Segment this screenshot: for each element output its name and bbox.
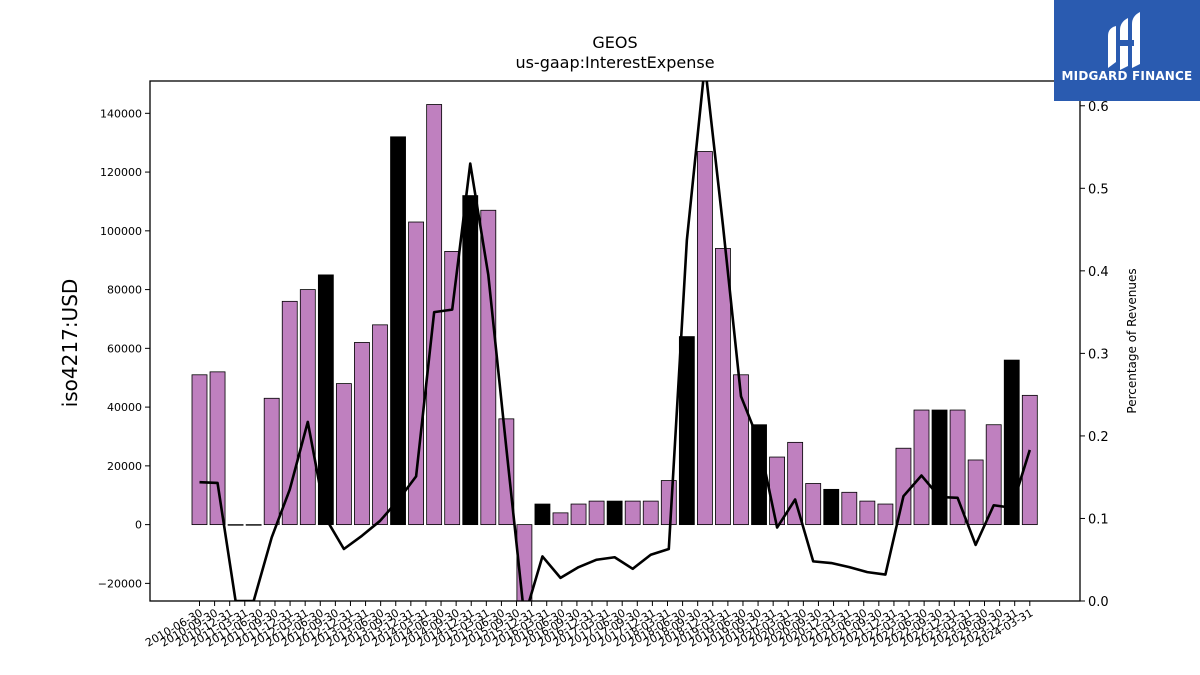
bar — [263, 397, 280, 526]
bar — [895, 447, 912, 526]
y-tick-label: 80000 — [107, 284, 142, 297]
bar — [1021, 394, 1038, 526]
y-tick-label: 0 — [135, 519, 142, 532]
y2-tick-label: 0.6 — [1088, 100, 1109, 115]
y2-tick-label: 0.3 — [1088, 347, 1109, 362]
y-tick-label: 100000 — [100, 225, 142, 238]
bar — [462, 195, 479, 526]
bar — [913, 409, 930, 526]
bar — [299, 289, 316, 526]
bar — [317, 274, 334, 526]
bar — [660, 480, 677, 526]
chart-title: GEOS — [592, 33, 637, 52]
bar — [805, 483, 822, 526]
bar — [949, 409, 966, 526]
bar — [678, 336, 695, 526]
bar — [209, 371, 226, 526]
y2-tick-label: 0.1 — [1088, 512, 1109, 527]
bar — [606, 500, 623, 526]
y-axis-label: iso4217:USD — [58, 279, 82, 408]
axes-layer: −20000 0 20000 40000 60000 80000 100000 120000 1… — [98, 80, 1109, 650]
y-tick-label: 20000 — [107, 460, 142, 473]
series-line — [199, 81, 1032, 601]
bar — [769, 456, 785, 526]
bar — [390, 136, 406, 526]
y-tick-label: 120000 — [100, 166, 142, 179]
line-layer — [199, 81, 1032, 601]
bar — [967, 459, 984, 526]
brand-logo-box: MIDGARD FINANCE — [1054, 0, 1200, 101]
bar — [444, 250, 461, 526]
bar — [227, 524, 244, 526]
bar — [498, 418, 515, 526]
bar — [281, 300, 298, 526]
bar — [841, 491, 858, 526]
bar — [697, 151, 713, 526]
bar — [823, 488, 840, 526]
y-tick-label: 140000 — [100, 107, 142, 120]
bar — [570, 503, 587, 526]
bar — [354, 342, 370, 526]
bar — [787, 441, 804, 526]
brand-name: MIDGARD FINANCE — [1061, 69, 1193, 83]
plot-frame — [149, 80, 1081, 602]
bar — [715, 248, 731, 526]
bar — [985, 424, 1002, 526]
y2-tick-label: 0.4 — [1088, 265, 1109, 280]
bar — [191, 374, 208, 526]
bar — [534, 503, 551, 526]
y2-axis-label: Percentage of Revenues — [1125, 268, 1139, 413]
midgard-logo-icon — [1108, 12, 1140, 70]
chart-subtitle: us-gaap:InterestExpense — [515, 53, 714, 72]
y2-tick-label: 0.5 — [1088, 182, 1109, 197]
bar — [372, 324, 388, 526]
bars-layer — [191, 104, 1038, 602]
y-tick-label: 60000 — [107, 342, 142, 355]
bar — [588, 500, 605, 526]
y-tick-label: −20000 — [98, 577, 142, 590]
y2-tick-label: 0.0 — [1088, 595, 1109, 610]
bar — [335, 383, 352, 526]
bar — [1003, 359, 1020, 526]
bar — [624, 500, 641, 526]
bar — [480, 209, 497, 526]
bar — [859, 500, 876, 526]
bar — [877, 503, 894, 526]
bar — [642, 500, 659, 526]
bar — [733, 374, 749, 526]
bar — [931, 409, 948, 526]
bar — [408, 221, 425, 526]
y-tick-label: 40000 — [107, 401, 142, 414]
bar — [552, 512, 569, 526]
y2-tick-label: 0.2 — [1088, 430, 1109, 445]
bar — [245, 524, 262, 526]
